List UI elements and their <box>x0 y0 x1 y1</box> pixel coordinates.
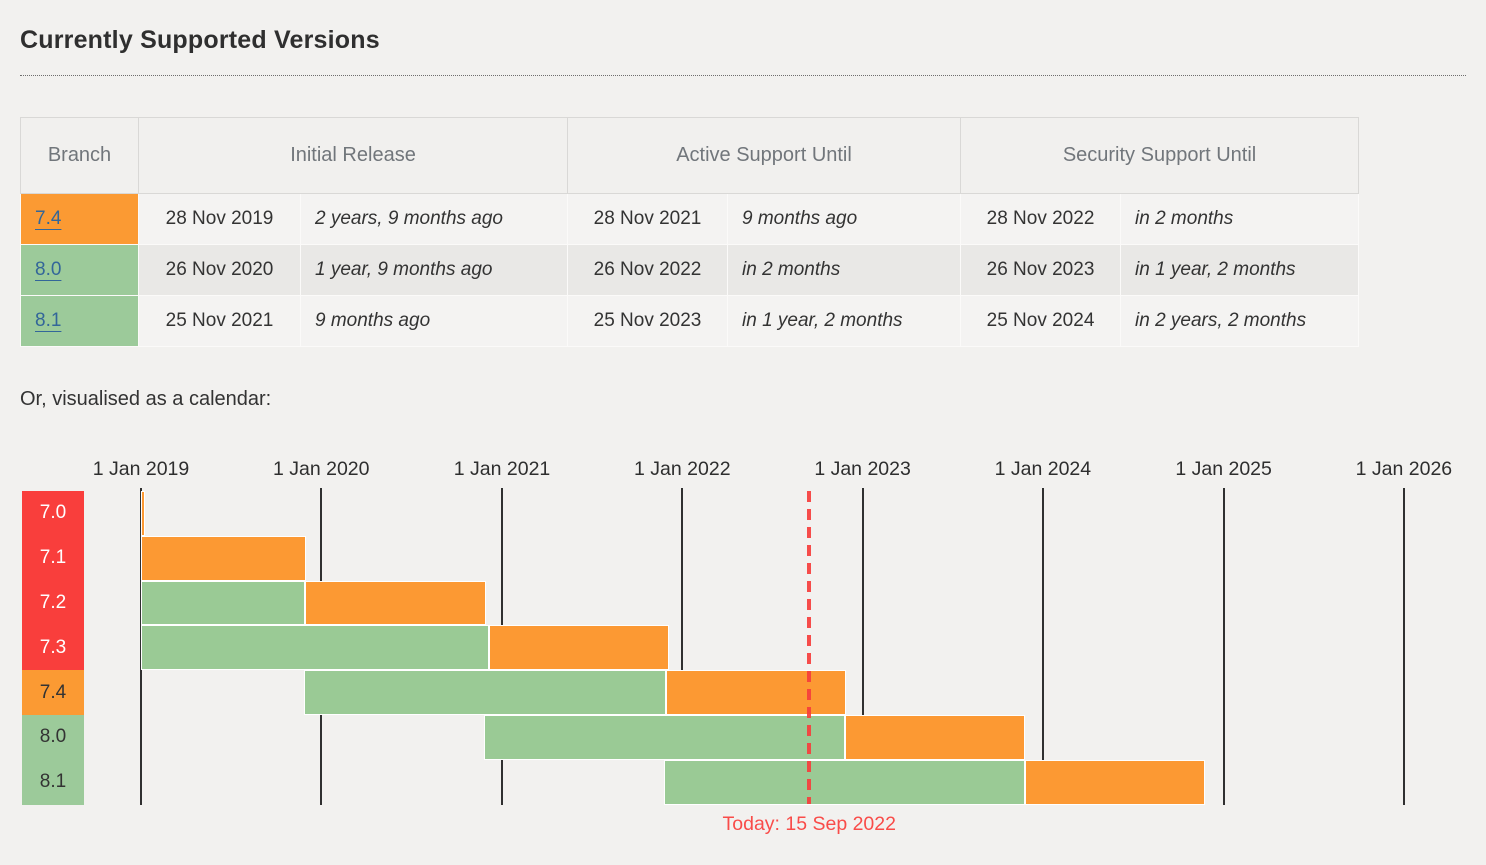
initial-release-relative: 9 months ago <box>300 295 568 347</box>
table-header-row: Branch Initial Release Active Support Un… <box>20 117 1360 194</box>
security-support-bar-8.1 <box>1024 759 1206 805</box>
year-gridline <box>681 488 684 805</box>
header-branch: Branch <box>20 117 139 194</box>
year-gridline <box>1041 488 1044 805</box>
security-support-bar-7.0 <box>141 491 146 536</box>
today-line <box>807 491 812 804</box>
active-until-relative: in 1 year, 2 months <box>726 295 962 347</box>
version-label-7.0: 7.0 <box>22 491 84 536</box>
security-until-date: 28 Nov 2022 <box>960 193 1122 245</box>
active-until-date: 25 Nov 2023 <box>567 295 728 347</box>
initial-release-date: 28 Nov 2019 <box>138 193 301 245</box>
support-calendar-chart: 1 Jan 2019 1 Jan 2020 1 Jan 2021 1 Jan 2022… <box>0 450 1486 854</box>
security-support-bar-7.3 <box>489 625 670 671</box>
axis-tick-label: 1 Jan 2025 <box>1175 458 1272 480</box>
security-support-bar-7.1 <box>141 535 306 581</box>
header-active-support: Active Support Until <box>566 117 962 194</box>
security-support-bar-7.2 <box>305 580 487 626</box>
initial-release-relative: 1 year, 9 months ago <box>300 244 568 296</box>
branch-link-7.4[interactable]: 7.4 <box>35 208 62 229</box>
page-title: Currently Supported Versions <box>20 26 380 54</box>
branch-cell-8.1: 8.1 <box>20 295 139 347</box>
branch-link-8.1[interactable]: 8.1 <box>35 310 62 331</box>
table-row: 7.4 28 Nov 2019 2 years, 9 months ago 28… <box>20 193 1360 245</box>
year-gridline <box>861 488 864 805</box>
branch-cell-7.4: 7.4 <box>20 193 139 245</box>
active-until-date: 28 Nov 2021 <box>567 193 728 245</box>
security-until-relative: in 2 months <box>1120 193 1360 245</box>
initial-release-relative: 2 years, 9 months ago <box>300 193 568 245</box>
axis-tick-label: 1 Jan 2024 <box>994 458 1092 480</box>
header-initial-release: Initial Release <box>138 117 568 194</box>
axis-tick-label: 1 Jan 2022 <box>634 458 731 480</box>
axis-tick-label: 1 Jan 2020 <box>273 458 370 480</box>
axis-tick-label: 1 Jan 2019 <box>92 458 190 480</box>
axis-tick-label: 1 Jan 2026 <box>1355 458 1453 480</box>
active-support-bar-7.3 <box>141 625 490 671</box>
axis-tick-label: 1 Jan 2021 <box>453 458 551 480</box>
security-until-relative: in 2 years, 2 months <box>1120 295 1360 347</box>
today-label: Today: 15 Sep 2022 <box>722 813 896 835</box>
year-gridline <box>1222 488 1225 805</box>
version-label-7.4: 7.4 <box>22 670 84 715</box>
active-support-bar-7.4 <box>304 670 666 715</box>
security-support-bar-8.0 <box>844 715 1026 760</box>
calendar-intro-text: Or, visualised as a calendar: <box>20 388 272 410</box>
dotted-divider <box>20 75 1466 76</box>
table-row: 8.0 26 Nov 2020 1 year, 9 months ago 26 … <box>20 244 1360 296</box>
initial-release-date: 26 Nov 2020 <box>138 244 301 296</box>
branch-cell-8.0: 8.0 <box>20 244 139 296</box>
version-label-7.3: 7.3 <box>22 625 84 671</box>
active-support-bar-8.1 <box>664 759 1025 805</box>
security-until-date: 26 Nov 2023 <box>960 244 1122 296</box>
active-until-date: 26 Nov 2022 <box>567 244 728 296</box>
year-gridline <box>1402 488 1405 805</box>
security-until-date: 25 Nov 2024 <box>960 295 1122 347</box>
active-support-bar-7.2 <box>141 580 306 626</box>
table-row: 8.1 25 Nov 2021 9 months ago 25 Nov 2023… <box>20 295 1360 347</box>
initial-release-date: 25 Nov 2021 <box>138 295 301 347</box>
version-label-8.1: 8.1 <box>22 759 84 805</box>
version-label-7.2: 7.2 <box>22 580 84 626</box>
page-content: Currently Supported Versions Branch Init… <box>0 0 1486 411</box>
branch-link-8.0[interactable]: 8.0 <box>35 259 62 280</box>
axis-tick-label: 1 Jan 2023 <box>814 458 911 480</box>
security-until-relative: in 1 year, 2 months <box>1120 244 1360 296</box>
version-label-7.1: 7.1 <box>22 535 84 581</box>
active-until-relative: in 2 months <box>726 244 962 296</box>
supported-versions-table: Branch Initial Release Active Support Un… <box>20 117 1360 347</box>
active-support-bar-8.0 <box>484 715 845 760</box>
version-label-8.0: 8.0 <box>22 715 84 760</box>
active-until-relative: 9 months ago <box>726 193 962 245</box>
security-support-bar-7.4 <box>665 670 846 715</box>
header-security-support: Security Support Until <box>960 117 1360 194</box>
